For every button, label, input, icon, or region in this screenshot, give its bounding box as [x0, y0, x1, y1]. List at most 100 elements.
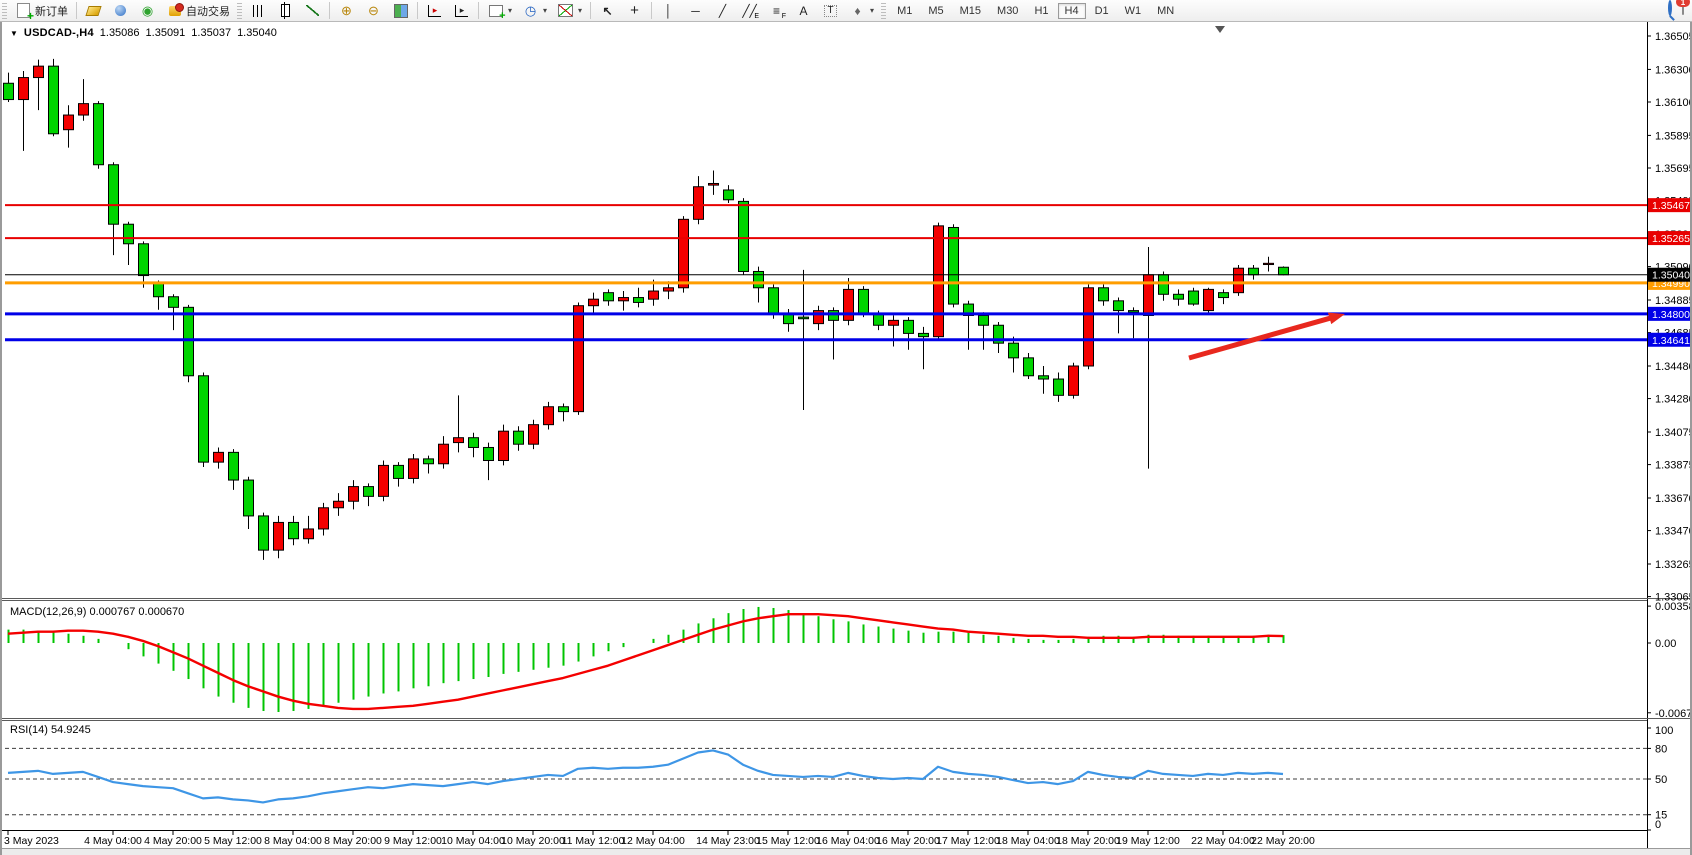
candle-body: [903, 319, 914, 334]
rsi-tick-label: 50: [1655, 774, 1667, 786]
toolbar-grip[interactable]: [237, 2, 242, 19]
candle-body: [708, 182, 719, 186]
search-button[interactable]: [1668, 0, 1672, 16]
x-tick-label: 3 May 2023: [4, 835, 59, 847]
x-tick-label: 8 May 20:00: [324, 835, 382, 847]
x-tick-label: 16 May 04:00: [816, 835, 880, 847]
candle-body: [18, 77, 29, 101]
y-tick-label: 1.33265: [1655, 559, 1690, 571]
candle-body: [423, 458, 434, 465]
text-tool-button[interactable]: A: [790, 0, 817, 21]
line-chart-button[interactable]: [299, 0, 326, 21]
horizontal-line-tool-button[interactable]: ─: [682, 0, 709, 21]
tf-w1-button[interactable]: W1: [1124, 4, 1142, 17]
y-tick-label: 1.34885: [1655, 295, 1690, 307]
candle-body: [1008, 342, 1019, 359]
x-tick-label: 17 May 12:00: [936, 835, 1000, 847]
x-tick-label: 12 May 04:00: [621, 835, 685, 847]
candle-body: [228, 451, 239, 481]
candlestick-chart-button[interactable]: [272, 0, 299, 21]
support-button[interactable]: [107, 0, 134, 21]
toolbar-grip[interactable]: [881, 2, 887, 19]
tf-h1-button[interactable]: H1: [1034, 4, 1049, 17]
zoom-out-button[interactable]: ⊖: [360, 0, 387, 21]
autotrading-label: 自动交易: [186, 5, 230, 18]
text-label-tool-button[interactable]: T: [817, 0, 844, 21]
candle-body: [498, 430, 509, 462]
tf-m1-button[interactable]: M1: [897, 4, 913, 17]
candle-body: [468, 437, 479, 448]
arrow-annotation-line[interactable]: [1188, 314, 1337, 361]
y-tick-label: 1.34280: [1655, 394, 1690, 406]
candle-body: [753, 270, 764, 289]
chart-shift-button[interactable]: ▸: [448, 0, 475, 21]
zoom-in-button[interactable]: ⊕: [333, 0, 360, 21]
chat-button[interactable]: 1: [1676, 0, 1690, 15]
candle-body: [1113, 300, 1124, 312]
tf-m15-button[interactable]: M15: [959, 4, 982, 17]
candle-body: [1053, 378, 1064, 396]
auto-scroll-button[interactable]: ▸: [421, 0, 448, 21]
equidistant-channel-icon: ╱╱ E: [742, 3, 760, 21]
y-tick-label: 1.36300: [1655, 64, 1690, 76]
channel-tool-button[interactable]: ╱╱ E: [736, 0, 763, 21]
signals-button[interactable]: ◉: [134, 0, 161, 21]
trendline-tool-button[interactable]: ╱: [709, 0, 736, 21]
y-tick-label: 1.33065: [1655, 592, 1690, 604]
x-tick-label: 22 May 20:00: [1251, 835, 1315, 847]
new-order-button[interactable]: 新订单: [10, 0, 73, 22]
candle-body: [678, 218, 689, 289]
toolbar-grip[interactable]: [2, 2, 7, 19]
x-tick-label: 10 May 20:00: [501, 835, 565, 847]
bar-chart-button[interactable]: [245, 0, 272, 21]
candle-body: [78, 103, 89, 116]
arrow-annotation-head[interactable]: [1327, 312, 1345, 325]
price-tag: [1648, 198, 1690, 213]
cursor-tool-button[interactable]: ↖: [594, 0, 621, 21]
x-tick-label: 14 May 23:00: [696, 835, 760, 847]
zoom-in-icon: ⊕: [341, 3, 352, 18]
x-tick-label: 8 May 04:00: [264, 835, 322, 847]
candle-body: [288, 521, 299, 540]
chart-canvas[interactable]: 1.36505 1.36300 1.36100 1.35895 1.35695 1.354…: [2, 22, 1690, 855]
tile-windows-button[interactable]: [387, 0, 414, 21]
macd-signal-line: [7, 612, 1284, 711]
tf-m5-button[interactable]: M5: [928, 4, 944, 17]
candle-body: [1173, 293, 1184, 300]
vertical-line-icon: │: [664, 3, 673, 18]
candle-body: [318, 507, 329, 530]
new-chart-button[interactable]: ▾: [482, 0, 517, 22]
chart-shift-icon: ▸: [453, 3, 470, 18]
deposit-button[interactable]: [80, 0, 107, 21]
crosshair-tool-button[interactable]: +: [621, 0, 648, 21]
tf-d1-button[interactable]: D1: [1094, 4, 1109, 17]
tf-mn-button[interactable]: MN: [1157, 4, 1175, 17]
period-button[interactable]: ◷ ▾: [517, 0, 552, 21]
ohlc-low: 1.35037: [191, 27, 232, 39]
fibonacci-tool-button[interactable]: ≡ F: [763, 0, 790, 21]
support-agent-icon: [112, 3, 129, 18]
auto-scroll-icon: ▸: [426, 3, 443, 18]
collapse-chart-icon[interactable]: ▼: [10, 28, 18, 38]
autotrading-button[interactable]: 自动交易: [161, 0, 235, 21]
indicators-button[interactable]: ▾: [552, 0, 587, 21]
tf-h4-button[interactable]: H4: [1057, 2, 1086, 19]
main-toolbar: 新订单 ◉ 自动交易 ⊕ ⊖ ▸ ▸ ▾ ◷▾ ▾ ↖ + │ ─ ╱ ╱╱E …: [0, 0, 1692, 22]
crosshair-icon: +: [630, 2, 639, 19]
chart-window[interactable]: 1.36505 1.36300 1.36100 1.35895 1.35695 1.354…: [0, 22, 1692, 855]
x-tick-label: 22 May 04:00: [1191, 835, 1255, 847]
candle-body: [213, 451, 224, 463]
rsi-tick-label: 15: [1655, 810, 1667, 822]
horizontal-line-icon: ─: [691, 3, 700, 18]
arrows-tool-button[interactable]: ♦ ▾: [844, 0, 879, 21]
vertical-line-tool-button[interactable]: │: [655, 0, 682, 21]
candle-body: [693, 186, 704, 220]
y-tick-label: 1.36100: [1655, 97, 1690, 109]
price-tag-label: 1.34800: [1652, 309, 1690, 321]
tf-m30-button[interactable]: M30: [997, 4, 1019, 17]
candle-body: [1098, 287, 1109, 302]
candle-body: [303, 528, 314, 540]
chart-shift-marker[interactable]: [1215, 26, 1225, 33]
candle-body: [33, 65, 44, 79]
zoom-out-icon: ⊖: [368, 3, 379, 18]
